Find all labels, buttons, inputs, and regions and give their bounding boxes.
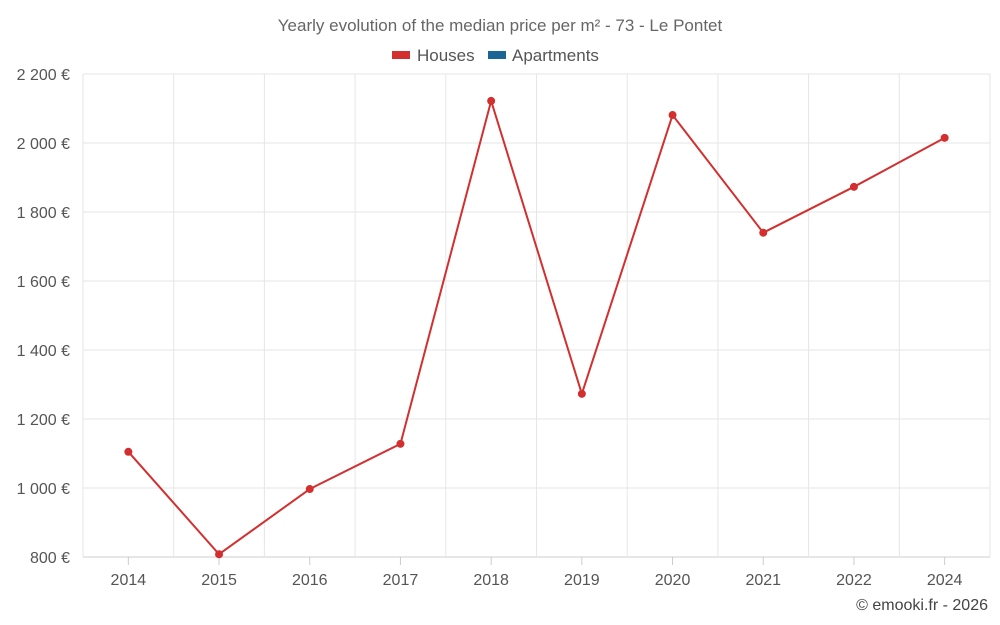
x-tick-label: 2017 (383, 572, 419, 589)
y-tick-label: 2 000 € (17, 136, 70, 153)
y-tick-label: 800 € (30, 550, 70, 567)
x-tick-label: 2018 (473, 572, 509, 589)
y-tick-label: 1 200 € (17, 412, 70, 429)
x-tick-label: 2022 (836, 572, 872, 589)
x-tick-label: 2019 (564, 572, 600, 589)
data-point-houses[interactable] (396, 439, 405, 448)
y-tick-label: 1 000 € (17, 481, 70, 498)
x-gridlines (82, 74, 991, 557)
credit-text: © emooki.fr - 2026 (856, 597, 988, 614)
legend-swatch-apartments (488, 51, 506, 59)
legend-label-apartments[interactable]: Apartments (512, 46, 599, 65)
data-point-houses[interactable] (487, 96, 496, 105)
x-tick-label: 2021 (745, 572, 781, 589)
data-point-houses[interactable] (668, 111, 677, 120)
data-point-houses[interactable] (215, 550, 224, 559)
legend-swatch-houses (392, 51, 410, 59)
chart-title: Yearly evolution of the median price per… (278, 16, 723, 35)
legend-label-houses[interactable]: Houses (417, 46, 475, 65)
y-tick-label: 1 600 € (17, 274, 70, 291)
legend: Houses Apartments (392, 46, 599, 65)
y-tick-label: 1 800 € (17, 205, 70, 222)
y-tick-label: 2 200 € (17, 67, 70, 84)
data-point-houses[interactable] (124, 447, 133, 456)
data-point-houses[interactable] (759, 228, 768, 237)
series-houses (124, 96, 949, 559)
x-tick-label: 2014 (111, 572, 147, 589)
x-tick-label: 2015 (201, 572, 237, 589)
data-point-houses[interactable] (940, 133, 949, 142)
x-tick-label: 2016 (292, 572, 328, 589)
x-axis: 2014 2015 2016 2017 2018 2019 2020 2021 2022 2024 (111, 557, 963, 589)
y-axis: 800 € 1 000 € 1 200 € 1 400 € 1 600 € 1 800 €… (17, 67, 70, 567)
y-tick-label: 1 400 € (17, 343, 70, 360)
data-point-houses[interactable] (849, 182, 858, 191)
x-tick-label: 2024 (927, 572, 963, 589)
data-point-houses[interactable] (577, 389, 586, 398)
x-tick-label: 2020 (655, 572, 691, 589)
series-line-houses (127, 99, 946, 556)
data-point-houses[interactable] (305, 485, 314, 494)
